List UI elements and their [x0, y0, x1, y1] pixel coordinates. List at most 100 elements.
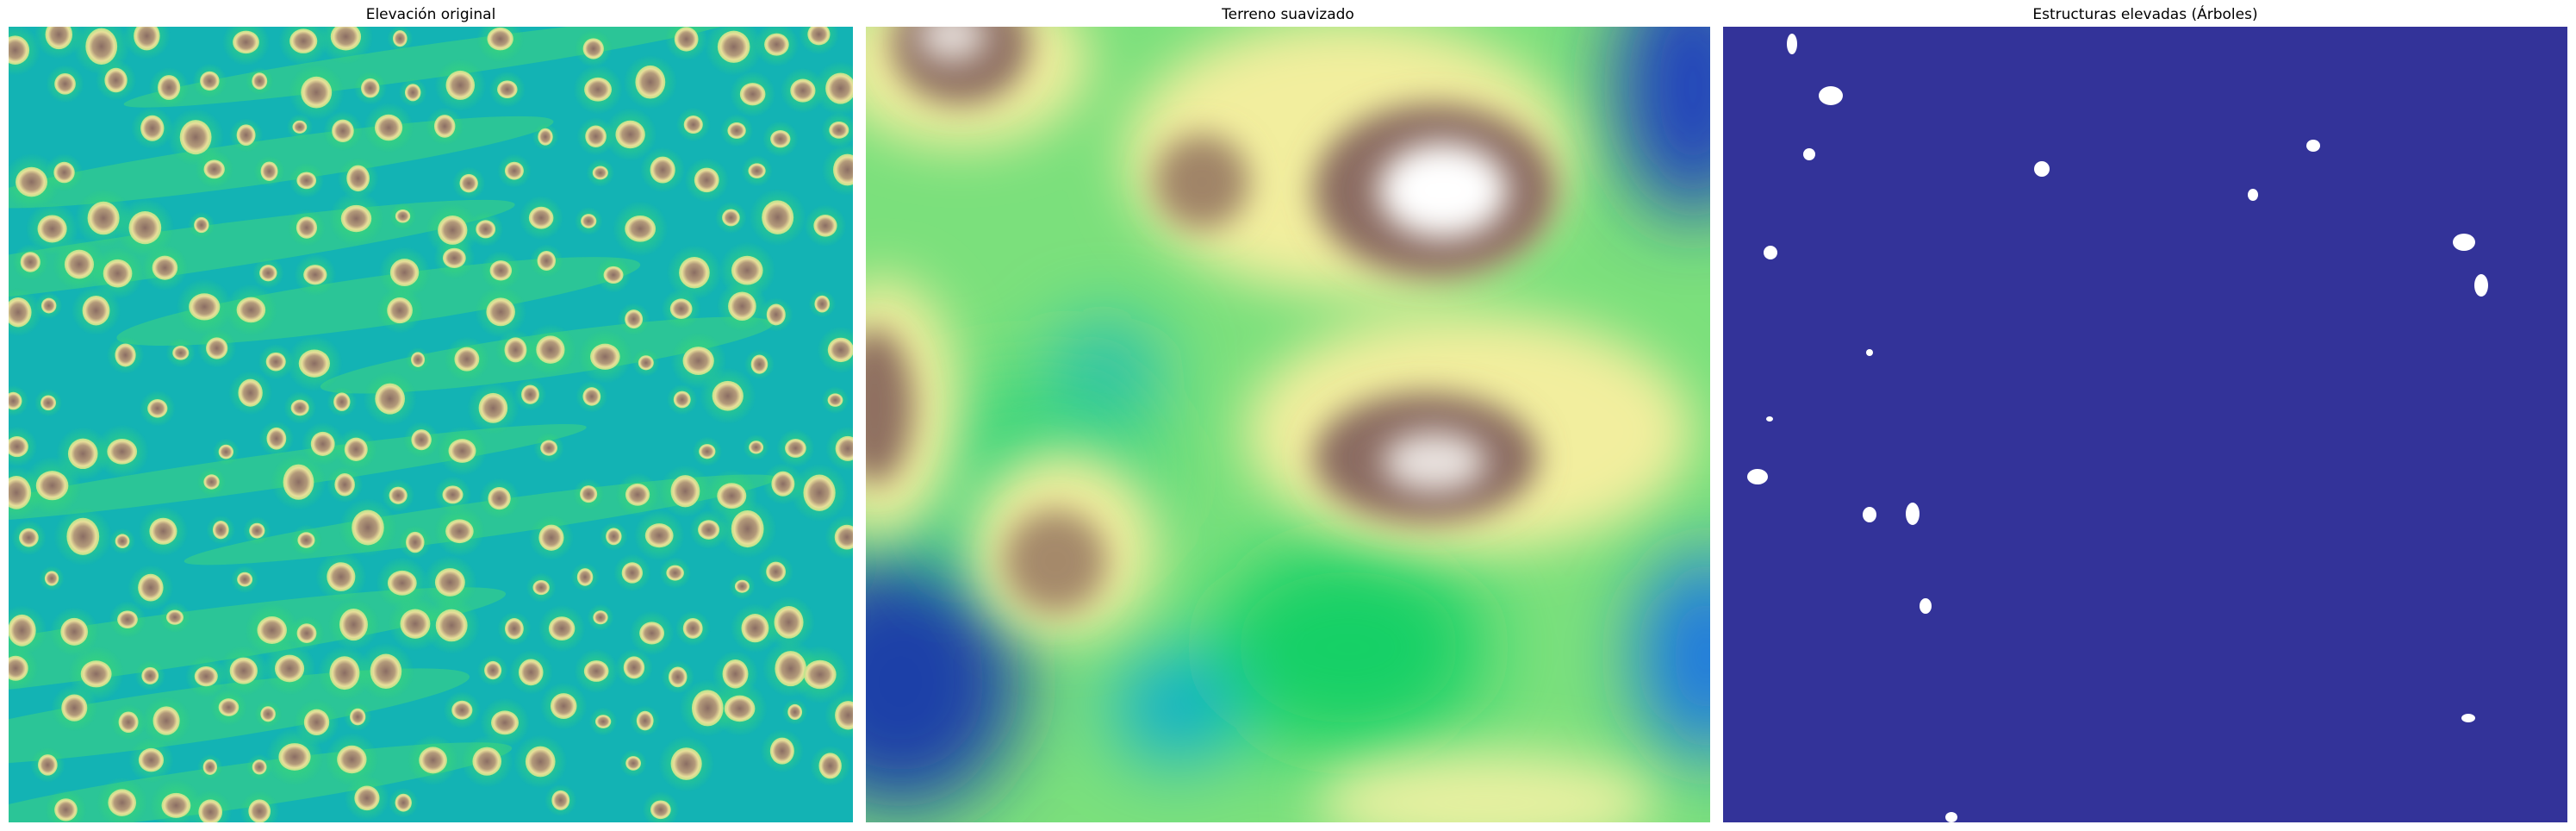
- tree-crown: [237, 572, 253, 587]
- tree-crown: [203, 159, 225, 179]
- tree-crown: [489, 260, 513, 281]
- tree-crown: [679, 256, 710, 289]
- tree-crown: [400, 609, 431, 639]
- smooth-peak-mid: [1383, 432, 1486, 492]
- tree-crown: [790, 78, 816, 103]
- tree-crown: [576, 568, 594, 586]
- tree-crown: [670, 747, 702, 780]
- tree-crown: [9, 436, 28, 458]
- tree-crown: [807, 27, 831, 46]
- tree-crown: [9, 476, 32, 509]
- tree-crown: [361, 78, 380, 98]
- tree-crown: [691, 690, 724, 727]
- tree-crown: [621, 562, 643, 584]
- tree-crown: [731, 509, 764, 548]
- tree-crown: [594, 715, 612, 728]
- tree-crown: [625, 756, 641, 771]
- tree-crown: [635, 65, 666, 99]
- tree-crown: [528, 206, 554, 229]
- tree-crown: [673, 391, 691, 409]
- tree-mask-blob: [2453, 234, 2475, 251]
- tree-crown: [674, 27, 699, 52]
- tree-crown: [722, 209, 740, 227]
- tree-mask-blob: [1906, 503, 1920, 525]
- tree-crown: [625, 309, 644, 329]
- tree-crown: [491, 710, 520, 735]
- tree-crown: [615, 120, 645, 149]
- tree-crown: [248, 799, 271, 822]
- tree-crown: [395, 793, 412, 812]
- tree-crown: [748, 163, 766, 178]
- tree-crown: [38, 754, 58, 776]
- tree-crown: [298, 349, 331, 378]
- tree-crown: [152, 706, 180, 735]
- tree-mask-blob: [2034, 161, 2050, 177]
- tree-crown: [45, 27, 73, 50]
- tree-crown: [274, 654, 305, 683]
- tree-crown: [9, 391, 22, 410]
- tree-crown: [669, 298, 693, 319]
- tree-crown: [445, 519, 474, 544]
- tree-crown: [259, 265, 277, 282]
- tree-crown: [625, 215, 656, 242]
- tree-mask-blob: [1787, 34, 1797, 54]
- tree-crown: [762, 200, 794, 234]
- tree-crown: [344, 437, 368, 461]
- tree-mask-blob: [2474, 274, 2488, 297]
- tree-crown: [134, 27, 160, 51]
- tree-crown: [289, 28, 318, 53]
- tree-crown: [257, 616, 287, 644]
- tree-crown: [478, 392, 508, 423]
- tree-crown: [233, 30, 259, 54]
- tree-crown: [537, 251, 557, 272]
- tree-crown: [445, 70, 476, 100]
- tree-crown: [536, 335, 565, 364]
- tree-crown: [200, 71, 220, 91]
- tree-crown: [521, 384, 539, 404]
- tree-crown: [40, 297, 57, 314]
- tree-crown: [40, 395, 57, 411]
- tree-crown: [337, 745, 367, 774]
- tree-mask-blob: [1920, 598, 1932, 614]
- tree-crown: [770, 130, 791, 148]
- tree-crown: [411, 429, 432, 451]
- tree-crown: [476, 220, 496, 239]
- tree-crown: [354, 785, 380, 811]
- tree-crown: [650, 800, 671, 820]
- tree-crown: [694, 167, 719, 193]
- tree-crown: [438, 216, 468, 245]
- tree-crown: [585, 125, 607, 148]
- tree-crown: [292, 120, 308, 134]
- tree-crown: [236, 124, 256, 147]
- tree-crown: [583, 660, 609, 682]
- tree-crown: [803, 474, 836, 511]
- tree-crown: [504, 161, 524, 180]
- tree-crown: [582, 387, 601, 406]
- tree-crown: [404, 84, 421, 102]
- tree-mask-blob: [1747, 469, 1768, 484]
- tree-crown: [370, 653, 402, 689]
- tree-crown: [218, 444, 234, 459]
- tree-crown: [739, 83, 766, 106]
- tree-crown: [103, 259, 133, 288]
- tree-crown: [149, 517, 177, 545]
- tree-crown: [297, 532, 315, 548]
- tree-crown: [750, 354, 768, 374]
- tree-crown: [118, 711, 139, 734]
- tree-crown: [584, 77, 612, 102]
- tree-crown: [835, 435, 853, 461]
- tree-crown: [265, 352, 286, 372]
- tree-crown: [392, 30, 408, 47]
- tree-crown: [9, 297, 32, 328]
- smooth-low-left: [866, 553, 1021, 811]
- tree-crown: [717, 30, 750, 63]
- tree-crown: [202, 759, 218, 775]
- tree-crown: [486, 297, 515, 327]
- tree-crown: [161, 792, 191, 818]
- tree-crown: [606, 528, 622, 546]
- tree-crown: [115, 343, 136, 367]
- tree-crown: [728, 291, 756, 321]
- tree-crown: [53, 161, 75, 184]
- tree-crown: [766, 303, 786, 326]
- tree-crown: [698, 520, 720, 540]
